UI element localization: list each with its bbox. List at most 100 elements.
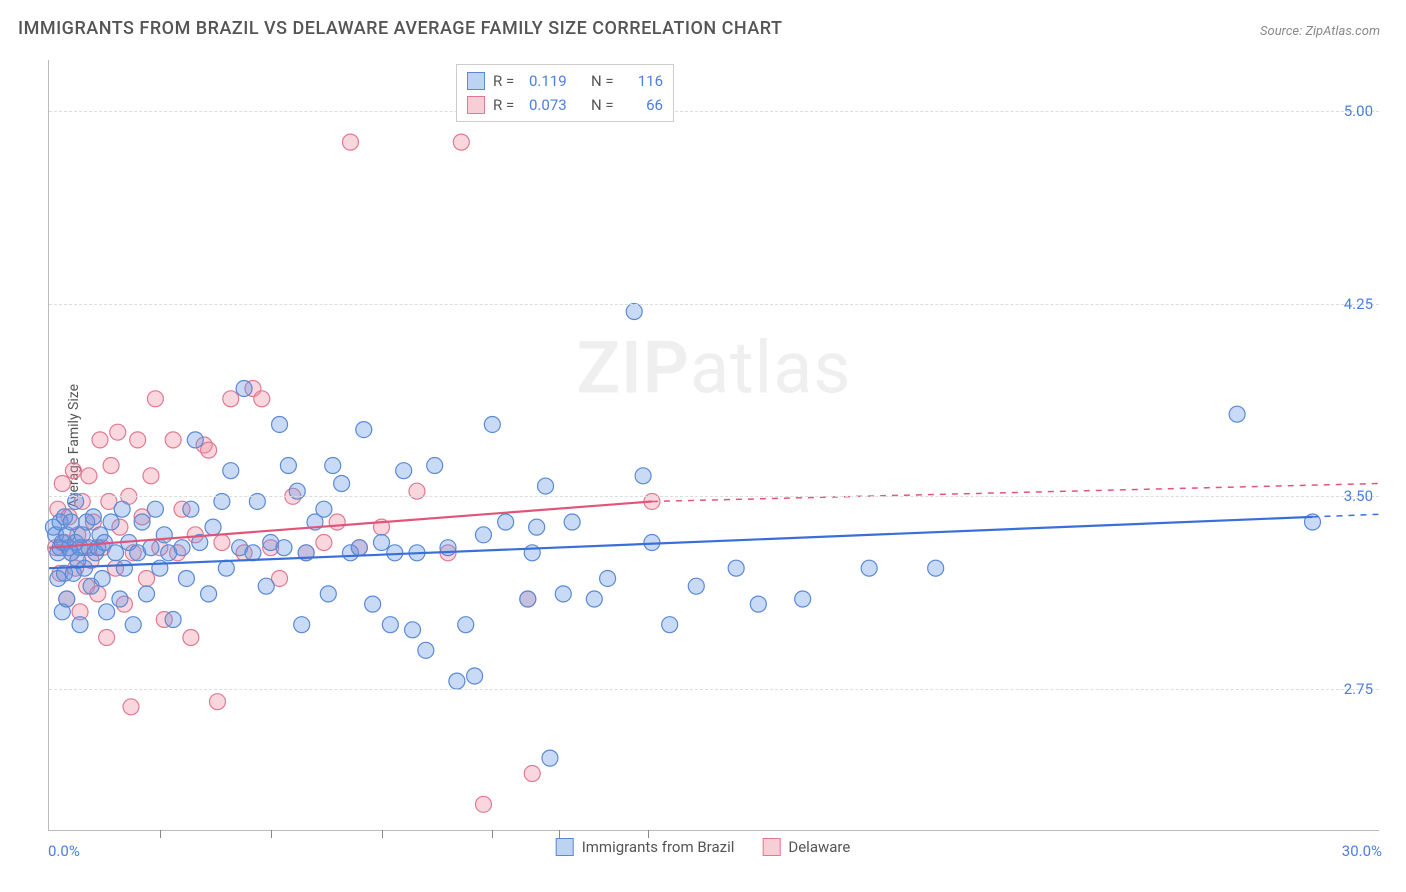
scatter-point [134, 514, 150, 530]
scatter-point [139, 586, 155, 602]
stats-row-series-2: R = 0.073 N = 66 [467, 93, 663, 117]
scatter-point [209, 694, 225, 710]
x-tick [492, 830, 493, 838]
trend-line-extrapolation [1313, 514, 1380, 517]
trend-line-extrapolation [652, 484, 1379, 502]
scatter-point [114, 501, 130, 517]
stats-legend: R = 0.119 N = 116 R = 0.073 N = 66 [456, 64, 674, 122]
n-value-2: 66 [627, 96, 663, 114]
scatter-point [351, 540, 367, 556]
scatter-point [861, 560, 877, 576]
scatter-point [427, 458, 443, 474]
scatter-point [65, 463, 81, 479]
scatter-point [467, 668, 483, 684]
scatter-point [316, 501, 332, 517]
scatter-point [201, 586, 217, 602]
scatter-point [529, 519, 545, 535]
scatter-point [165, 612, 181, 628]
scatter-point [382, 617, 398, 633]
scatter-point [542, 750, 558, 766]
scatter-point [280, 458, 296, 474]
scatter-point [524, 545, 540, 561]
scatter-point [99, 630, 115, 646]
scatter-point [498, 514, 514, 530]
scatter-point [165, 432, 181, 448]
x-tick [559, 830, 560, 838]
legend-swatch-1 [467, 72, 485, 90]
scatter-point [728, 560, 744, 576]
scatter-point [453, 134, 469, 150]
r-value-1: 0.119 [529, 72, 583, 90]
scatter-point [600, 570, 616, 586]
scatter-point [294, 617, 310, 633]
scatter-point [147, 501, 163, 517]
scatter-point [201, 442, 217, 458]
y-tick-label: 4.25 [1344, 295, 1373, 313]
scatter-point [183, 630, 199, 646]
scatter-point [130, 432, 146, 448]
scatter-point [183, 501, 199, 517]
scatter-point [218, 560, 234, 576]
scatter-point [449, 673, 465, 689]
scatter-point [662, 617, 678, 633]
scatter-point [205, 519, 221, 535]
y-tick-label: 5.00 [1344, 102, 1373, 120]
scatter-point [475, 527, 491, 543]
scatter-point [174, 540, 190, 556]
scatter-point [116, 560, 132, 576]
scatter-point [928, 560, 944, 576]
scatter-point [276, 540, 292, 556]
scatter-point [214, 535, 230, 551]
scatter-point [254, 391, 270, 407]
scatter-point [94, 570, 110, 586]
scatter-point [76, 560, 92, 576]
bottom-legend: Immigrants from Brazil Delaware [556, 838, 851, 856]
grid-line [49, 111, 1379, 112]
scatter-point [187, 432, 203, 448]
scatter-point [139, 570, 155, 586]
scatter-point [334, 476, 350, 492]
scatter-point [329, 514, 345, 530]
scatter-point [85, 509, 101, 525]
scatter-point [564, 514, 580, 530]
chart-plot-area: ZIPatlas 2.753.504.255.00 [48, 60, 1379, 831]
scatter-point [555, 586, 571, 602]
scatter-point [223, 391, 239, 407]
scatter-point [458, 617, 474, 633]
y-tick-label: 2.75 [1344, 680, 1373, 698]
scatter-point [475, 796, 491, 812]
x-min-label: 0.0% [48, 842, 80, 860]
scatter-point [72, 617, 88, 633]
scatter-point [626, 304, 642, 320]
scatter-point [123, 699, 139, 715]
scatter-point [112, 591, 128, 607]
scatter-point [586, 591, 602, 607]
scatter-point [320, 586, 336, 602]
scatter-point [143, 540, 159, 556]
scatter-point [520, 591, 536, 607]
x-tick [271, 830, 272, 838]
r-value-2: 0.073 [529, 96, 583, 114]
scatter-point [147, 391, 163, 407]
chart-svg [49, 60, 1379, 830]
scatter-point [750, 596, 766, 612]
scatter-point [272, 416, 288, 432]
scatter-point [316, 535, 332, 551]
scatter-point [59, 591, 75, 607]
scatter-point [325, 458, 341, 474]
scatter-point [538, 478, 554, 494]
legend-swatch-bottom-1 [556, 838, 574, 856]
scatter-point [99, 604, 115, 620]
scatter-point [688, 578, 704, 594]
x-tick [382, 830, 383, 838]
scatter-point [396, 463, 412, 479]
legend-swatch-bottom-2 [762, 838, 780, 856]
scatter-point [418, 642, 434, 658]
scatter-point [374, 535, 390, 551]
scatter-point [405, 622, 421, 638]
scatter-point [108, 545, 124, 561]
chart-title: IMMIGRANTS FROM BRAZIL VS DELAWARE AVERA… [18, 18, 782, 39]
scatter-point [223, 463, 239, 479]
scatter-point [54, 476, 70, 492]
scatter-point [524, 766, 540, 782]
